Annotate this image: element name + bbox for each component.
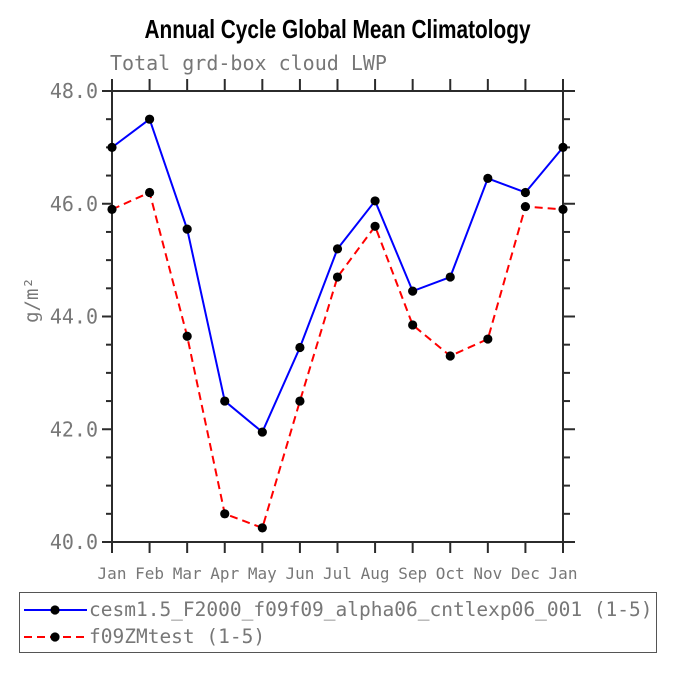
data-point-icon <box>520 187 531 198</box>
data-point-icon <box>332 272 343 282</box>
data-point-icon <box>520 201 531 212</box>
data-point-icon <box>257 427 267 437</box>
x-tick-label: Dec <box>511 564 540 583</box>
plot-svg: Jan Feb Mar Apr May Jun Jul Aug Sep Oct Nov Dec Jan4… <box>21 79 578 583</box>
data-point-icon <box>370 221 380 231</box>
data-point-icon <box>483 334 493 344</box>
plot-border <box>111 90 564 543</box>
data-point-icon <box>295 342 305 353</box>
x-tick-label: Aug <box>361 564 390 583</box>
y-tick-label: 40.0 <box>50 530 98 554</box>
x-tick-label: Feb <box>135 564 164 583</box>
legend-line-sample-1 <box>24 632 87 642</box>
y-tick-label: 42.0 <box>50 417 98 441</box>
legend-box: cesm1.5_F2000_f09f09_alpha06_cntlexp06_0… <box>19 592 657 653</box>
y-tick-label: 46.0 <box>50 192 98 216</box>
x-tick-label: Jan <box>98 564 127 583</box>
data-point-icon <box>144 187 155 198</box>
x-tick-label: Jul <box>323 564 352 583</box>
x-tick-label: Apr <box>210 564 239 583</box>
y-tick-label: 44.0 <box>50 305 98 329</box>
data-point-icon <box>370 196 380 206</box>
x-tick-label: May <box>248 564 277 583</box>
chart-title: Annual Cycle Global Mean Climatology <box>144 14 531 44</box>
data-point-icon <box>295 396 305 406</box>
data-point-icon <box>558 204 568 214</box>
data-point-icon <box>182 331 192 341</box>
legend-label-series-0: cesm1.5_F2000_f09f09_alpha06_cntlexp06_0… <box>89 598 653 621</box>
data-point-icon <box>483 173 493 183</box>
x-tick-label: Oct <box>436 564 465 583</box>
legend-item-series-1: f09ZMtest (1-5) <box>22 623 656 650</box>
data-point-icon <box>182 224 192 234</box>
data-point-icon <box>107 142 117 152</box>
data-point-icon <box>220 396 230 406</box>
x-tick-label: Sep <box>398 564 427 583</box>
data-point-icon <box>332 244 343 254</box>
data-point-icon <box>445 351 455 361</box>
legend-line-sample-0 <box>24 605 87 615</box>
x-tick-label: Nov <box>473 564 502 583</box>
legend-label-series-1: f09ZMtest (1-5) <box>89 625 266 648</box>
data-point-icon <box>408 320 418 330</box>
data-point-icon <box>107 204 117 214</box>
chart-subtitle: Total grd-box cloud LWP <box>110 51 387 75</box>
x-tick-label: Jan <box>549 564 578 583</box>
data-point-icon <box>408 286 418 296</box>
legend-marker-icon <box>50 605 60 615</box>
data-point-icon <box>220 509 230 519</box>
legend-item-series-0: cesm1.5_F2000_f09f09_alpha06_cntlexp06_0… <box>22 596 656 623</box>
x-tick-label: Jun <box>285 564 314 583</box>
data-point-icon <box>558 142 568 152</box>
x-tick-label: Mar <box>173 564 202 583</box>
data-point-icon <box>257 523 267 533</box>
y-tick-label: 48.0 <box>50 79 98 103</box>
series-line-1 <box>111 191 564 530</box>
y-axis-label: g/m² <box>21 277 43 323</box>
data-point-icon <box>445 272 455 282</box>
data-point-icon <box>144 114 155 124</box>
legend-marker-icon <box>50 632 60 642</box>
